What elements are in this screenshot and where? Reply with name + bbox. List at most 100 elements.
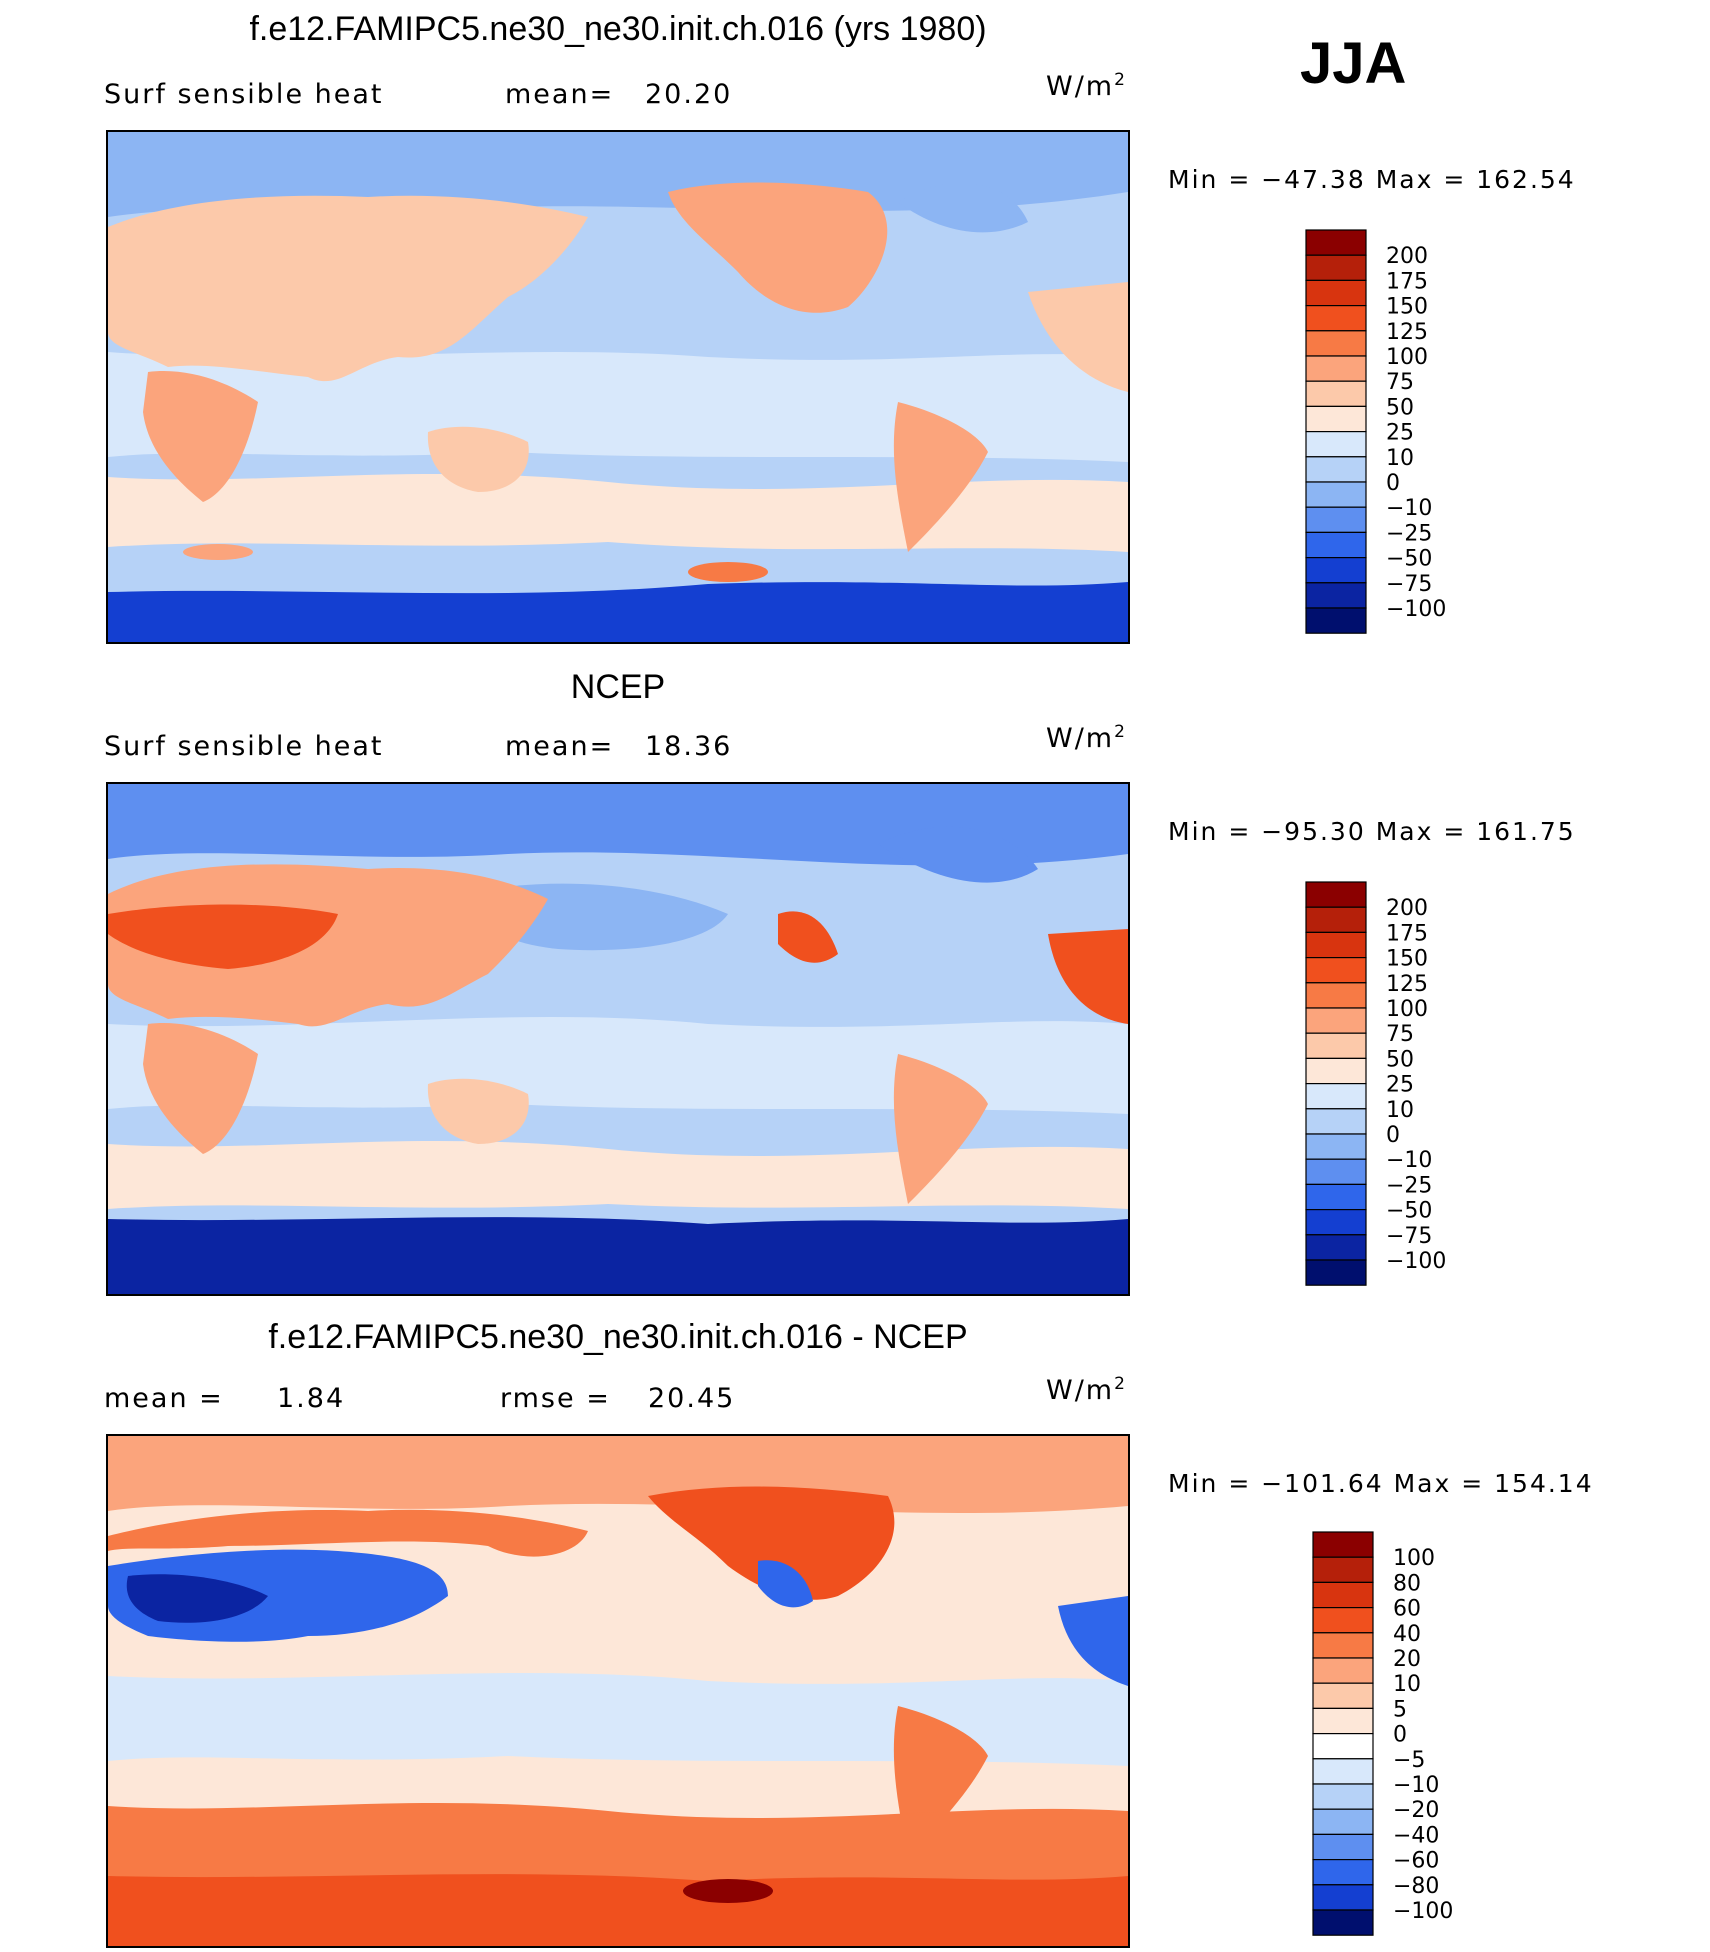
colorbar-box <box>1305 254 1367 282</box>
land-south-america <box>893 402 988 552</box>
colorbar-box <box>1305 1057 1367 1085</box>
colorbar-box <box>1305 557 1367 584</box>
arctic-band <box>108 132 1128 217</box>
colorbar-box <box>1312 1682 1374 1709</box>
colorbar-tick-label: 25 <box>1386 1073 1414 1098</box>
colorbar-box <box>1312 1556 1374 1584</box>
colorbar-box <box>1312 1733 1374 1760</box>
colorbar-box <box>1305 1183 1367 1211</box>
colorbar-tick-label: 150 <box>1386 295 1428 320</box>
colorbar-tick-label: −5 <box>1393 1748 1425 1773</box>
colorbar-box <box>1305 1083 1367 1110</box>
panel-1-map-svg <box>108 132 1128 642</box>
colorbar-tick-label: −10 <box>1386 1148 1432 1173</box>
colorbar-tick-label: −75 <box>1386 572 1432 597</box>
panel-3-map-svg <box>108 1436 1128 1946</box>
land-south-america <box>893 1054 988 1204</box>
colorbar-tick-label: 80 <box>1393 1571 1421 1596</box>
colorbar-tick-label: 0 <box>1386 471 1400 496</box>
colorbar-box <box>1312 1657 1374 1684</box>
colorbar-box <box>1305 506 1367 534</box>
land-north-america-warm <box>648 1486 895 1600</box>
colorbar-box <box>1305 355 1367 382</box>
colorbar-tick-label: 75 <box>1386 370 1414 395</box>
panel-3-map <box>106 1434 1130 1948</box>
north-eurasia-warm <box>108 1509 588 1557</box>
colorbar-tick-label: 5 <box>1393 1697 1407 1722</box>
colorbar-box <box>1305 982 1367 1009</box>
colorbar-box <box>1305 380 1367 407</box>
colorbar-tick-label: 10 <box>1386 1098 1414 1123</box>
season-label: JJA <box>1300 31 1407 96</box>
colorbar-box <box>1305 456 1367 483</box>
colorbar-tick-label: 60 <box>1393 1597 1421 1622</box>
panel-1-minmax: Min = −47.38 Max = 162.54 <box>1168 165 1576 194</box>
sahara-cold-core <box>126 1574 268 1623</box>
colorbar-tick-label: 100 <box>1386 997 1428 1022</box>
colorbar-tick-label: 125 <box>1386 320 1428 345</box>
colorbar-box <box>1305 931 1367 959</box>
colorbar-tick-label: −100 <box>1386 1249 1446 1274</box>
panel-1-mean-value: 20.20 <box>645 79 733 110</box>
colorbar-box <box>1305 1234 1367 1261</box>
panel-3-mean-label: mean = <box>104 1383 224 1414</box>
colorbar-tick-label: 75 <box>1386 1022 1414 1047</box>
panel-1-map <box>106 130 1130 644</box>
colorbar-tick-label: 20 <box>1393 1647 1421 1672</box>
west-africa-cold <box>1058 1596 1128 1686</box>
colorbar-tick-label: −75 <box>1386 1224 1432 1249</box>
colorbar-box <box>1305 304 1367 332</box>
colorbar-box <box>1305 1209 1367 1236</box>
colorbar-box <box>1305 229 1367 256</box>
panel-2-colorbar: 200 175 150 125 100 75 50 25 10 0 −10 −25 −50 −75 −100 <box>1305 881 1546 1292</box>
colorbar-box <box>1305 1158 1367 1186</box>
colorbar-tick-label: 50 <box>1386 1047 1414 1072</box>
land-eurasia <box>108 195 588 382</box>
panel-2-variable-label: Surf sensible heat <box>104 731 384 762</box>
colorbar-box <box>1312 1632 1374 1659</box>
panel-1-colorbar: 200 175 150 125 100 75 50 25 10 0 −10 −25 −50 −75 −100 <box>1305 229 1546 640</box>
colorbar-box <box>1305 956 1367 984</box>
arctic-band <box>108 784 1128 866</box>
colorbar-box <box>1312 1758 1374 1785</box>
colorbar-tick-label: 10 <box>1386 446 1414 471</box>
colorbar-tick-label: 150 <box>1386 947 1428 972</box>
panel-3-minmax: Min = −101.64 Max = 154.14 <box>1168 1469 1594 1498</box>
colorbar-tick-label: 200 <box>1386 244 1428 269</box>
colorbar-box <box>1305 481 1367 508</box>
colorbar-tick-label: −100 <box>1393 1899 1453 1924</box>
colorbar-tick-label: −20 <box>1393 1798 1439 1823</box>
colorbar-tick-label: 100 <box>1386 345 1428 370</box>
colorbar-box <box>1312 1884 1374 1911</box>
colorbar-box <box>1312 1707 1374 1735</box>
southern-ocean-band <box>108 473 1128 552</box>
colorbar-box <box>1305 1032 1367 1059</box>
panel-2-mean-label: mean= <box>505 731 615 762</box>
land-greenland <box>878 826 1038 883</box>
colorbar-box <box>1305 607 1367 634</box>
panel-2-minmax: Min = −95.30 Max = 161.75 <box>1168 817 1576 846</box>
colorbar-box <box>1312 1531 1374 1558</box>
panel-1-variable-label: Surf sensible heat <box>104 79 384 110</box>
land-west-africa <box>1048 929 1128 1024</box>
colorbar-box <box>1312 1909 1374 1936</box>
colorbar-box <box>1312 1606 1374 1634</box>
colorbar-tick-label: 200 <box>1386 896 1428 921</box>
colorbar-box <box>1312 1783 1374 1810</box>
colorbar-tick-label: 50 <box>1386 395 1414 420</box>
colorbar-tick-label: 175 <box>1386 921 1428 946</box>
land-greenland <box>898 183 1028 233</box>
panel-1-title: f.e12.FAMIPC5.ne30_ne30.init.ch.016 (yrs… <box>249 10 987 48</box>
colorbar-tick-label: −10 <box>1393 1773 1439 1798</box>
land-west-africa <box>1028 282 1128 392</box>
antarctic-band <box>108 1217 1128 1294</box>
colorbar-box <box>1305 1259 1367 1286</box>
southern-ocean-band <box>108 1140 1128 1209</box>
colorbar-tick-label: −25 <box>1386 521 1432 546</box>
colorbar-box <box>1305 906 1367 934</box>
colorbar-tick-label: 25 <box>1386 421 1414 446</box>
colorbar-box <box>1312 1581 1374 1609</box>
colorbar-box <box>1305 1007 1367 1034</box>
colorbar-box <box>1305 279 1367 307</box>
panel-1-mean-label: mean= <box>505 79 615 110</box>
